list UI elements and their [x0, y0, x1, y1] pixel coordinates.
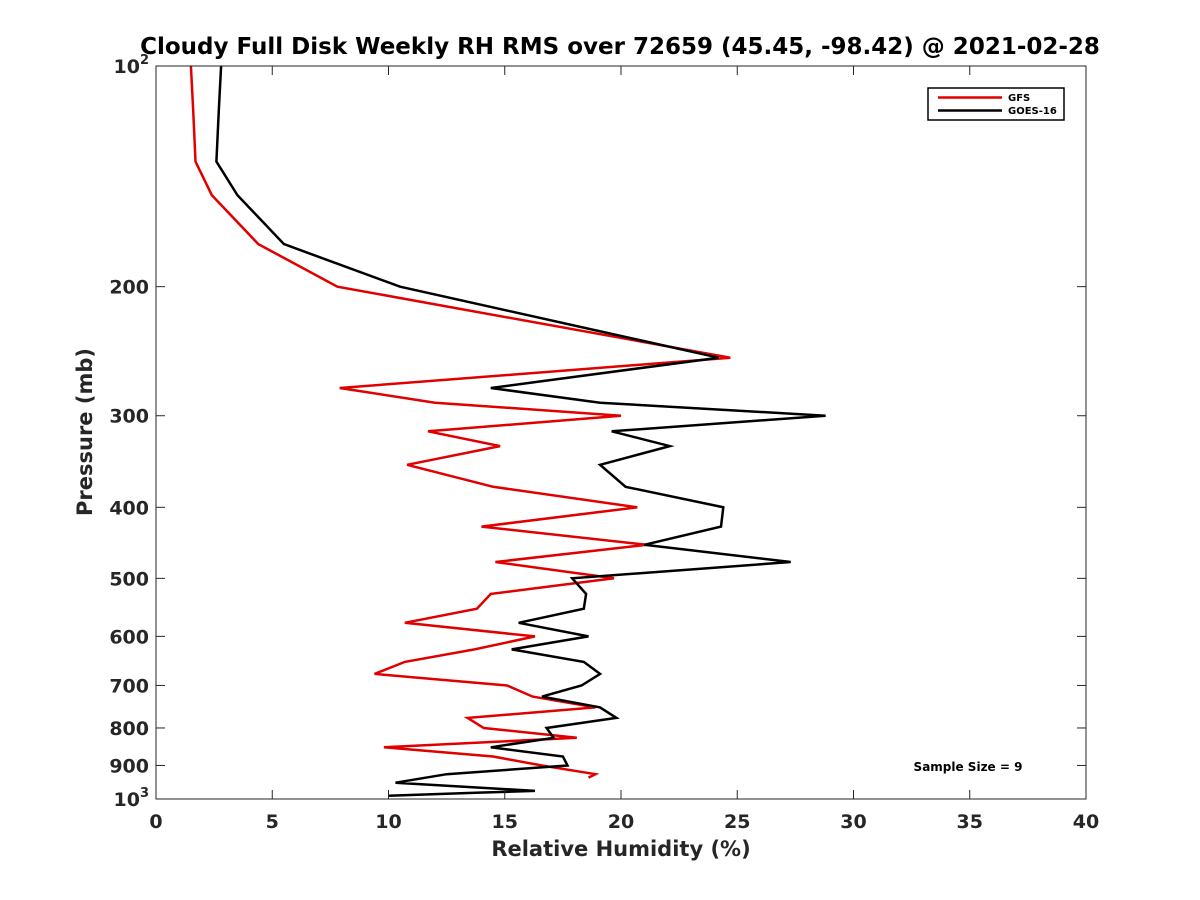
- series-line-goes16: [215, 65, 826, 798]
- legend: GFS GOES-16: [927, 87, 1065, 121]
- x-tick-label: 25: [724, 811, 750, 833]
- y-tick-label: 800: [109, 718, 149, 740]
- y-tick-label: 300: [109, 406, 149, 428]
- y-tick-label: 200: [109, 277, 149, 299]
- y-axis-label: Pressure (mb): [73, 348, 97, 516]
- series-line-gfs: [189, 65, 731, 779]
- x-tick-label: 40: [1073, 811, 1099, 833]
- x-tick-label: 10: [375, 811, 401, 833]
- x-tick-label: 30: [840, 811, 866, 833]
- y-tick-label: 103: [114, 786, 150, 811]
- y-tick-label: 600: [109, 626, 149, 648]
- y-axis: 102 200 300 400 500 600 700 800 900 103: [109, 53, 1086, 811]
- x-tick-label: 20: [608, 811, 634, 833]
- legend-box: [927, 87, 1065, 121]
- x-axis-label: Relative Humidity (%): [491, 837, 750, 861]
- sample-size-annotation: Sample Size = 9: [914, 760, 1023, 774]
- x-tick-label: 5: [266, 811, 279, 833]
- legend-label-gfs: GFS: [1008, 93, 1030, 104]
- y-tick-label: 400: [109, 497, 149, 519]
- series-layer: [189, 65, 826, 798]
- y-tick-label: 700: [109, 675, 149, 697]
- y-tick-label: 900: [109, 755, 149, 777]
- x-tick-label: 15: [492, 811, 518, 833]
- y-tick-label: 102: [114, 53, 150, 78]
- y-tick-label: 500: [109, 568, 149, 590]
- x-axis: 0 5 10 15 20 25 30 35 40: [149, 66, 1099, 833]
- legend-label-goes16: GOES-16: [1008, 106, 1057, 117]
- chart-title: Cloudy Full Disk Weekly RH RMS over 7265…: [140, 34, 1100, 60]
- x-tick-label: 35: [957, 811, 983, 833]
- x-tick-label: 0: [149, 811, 162, 833]
